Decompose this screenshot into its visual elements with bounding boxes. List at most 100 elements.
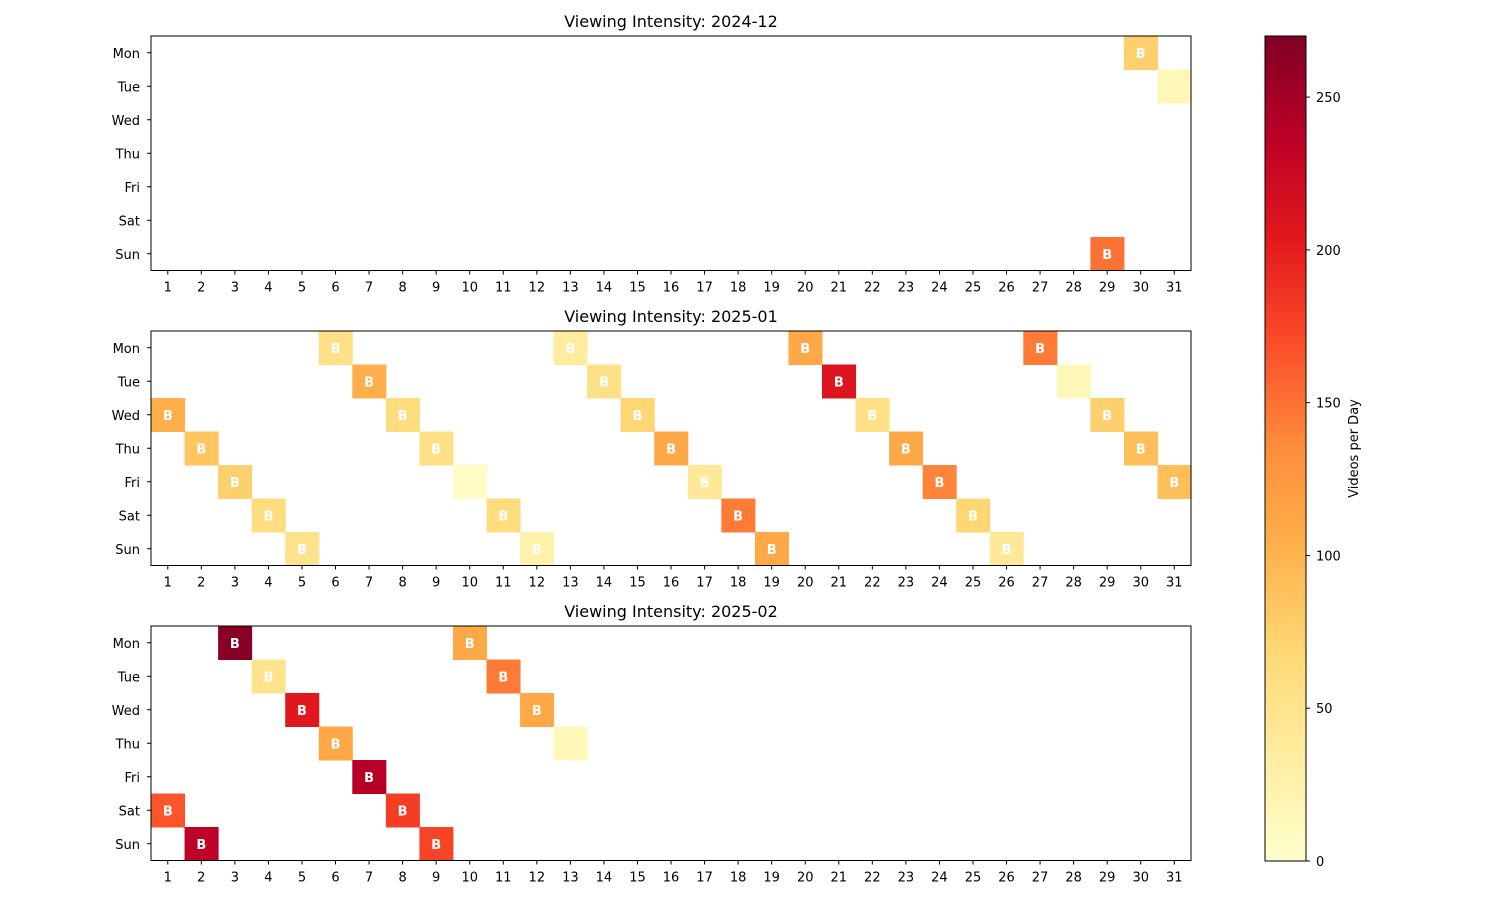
x-tick-label: 12 [529,871,546,886]
colorbar-tick-label: 100 [1316,549,1341,564]
x-tick-label: 18 [730,576,747,591]
heatmap-cell [754,532,789,566]
x-tick-label: 3 [231,871,239,886]
axis-frame [150,35,1192,271]
heatmap-cell [318,331,353,365]
cell-marker-label: B [767,543,777,558]
x-tick-label: 29 [1099,576,1116,591]
x-tick-label: 4 [264,281,272,296]
cell-marker-label: B [1136,442,1146,457]
heatmap-cell [553,331,588,365]
cell-marker-label: B [263,509,273,524]
y-tick-label: Tue [117,80,140,95]
x-tick-label: 5 [298,576,306,591]
x-tick-label: 14 [596,281,613,296]
heatmap-cell [251,659,286,694]
colorbar-tick-label: 250 [1316,91,1341,106]
x-tick-label: 11 [495,576,512,591]
x-tick-label: 6 [331,871,339,886]
x-tick-label: 23 [898,576,915,591]
colorbar-tick-label: 150 [1316,397,1341,412]
x-tick-label: 20 [797,281,814,296]
heatmap-cell [452,465,487,499]
heatmap-cell [889,431,924,466]
heatmap-cell [285,693,320,727]
y-tick-label: Fri [125,476,141,491]
heatmap-cell [1090,237,1125,271]
x-tick-label: 2 [197,576,205,591]
heatmap-cell [922,465,957,499]
heatmap-cell [385,793,420,828]
colorbar-ticks: 0 50 100 150 200 250 [1306,91,1341,870]
x-tick-label: 27 [1032,871,1049,886]
heatmap-cell [1123,36,1158,70]
x-tick-label: 4 [264,871,272,886]
heatmap-cell [184,431,219,466]
x-tick-label: 20 [797,576,814,591]
x-tick-label: 13 [562,281,579,296]
x-tick-label: 27 [1032,576,1049,591]
x-tick-label: 31 [1166,871,1183,886]
x-tick-label: 19 [763,871,780,886]
cell-marker-label: B [431,442,441,457]
axis-frame [150,625,1192,861]
heatmap-panel: Viewing Intensity: 2024-12 B B Mon Tue Wed Thu… [112,12,1192,296]
y-tick-label: Wed [112,704,140,719]
heatmap-cell [218,465,253,499]
heatmap-cell [822,364,857,399]
colorbar-label: Videos per Day [1347,399,1362,498]
y-tick-label: Sat [119,804,140,819]
colorbar-gradient [1264,35,1307,862]
x-tick-label: 15 [629,576,646,591]
cell-marker-label: B [901,442,911,457]
heatmap-cell [654,431,689,466]
x-tick-label: 28 [1065,281,1082,296]
cell-marker-label: B [1102,248,1112,263]
x-tick-label: 22 [864,576,881,591]
heatmap-cell [1157,69,1192,104]
cell-marker-label: B [1035,342,1045,357]
x-tick-label: 2 [197,871,205,886]
y-tick-label: Thu [115,442,140,457]
x-tick-label: 13 [562,871,579,886]
heatmap-cell [956,498,991,533]
x-tick-label: 2 [197,281,205,296]
cell-marker-label: B [1102,409,1112,424]
x-tick-label: 28 [1065,871,1082,886]
heatmap-cell [1090,398,1125,432]
cell-marker-label: B [163,409,173,424]
cell-marker-label: B [163,804,173,819]
cell-marker-label: B [498,509,508,524]
x-tick-label: 6 [331,576,339,591]
heatmap-panel: Viewing Intensity: 2025-02 B B B B B B B B B B B B Mo… [112,602,1192,886]
cell-marker-label: B [230,476,240,491]
cell-marker-label: B [297,704,307,719]
x-tick-label: 3 [231,281,239,296]
heatmap-cell [788,331,823,365]
cell-marker-label: B [733,509,743,524]
x-tick-label: 13 [562,576,579,591]
x-tick-label: 5 [298,871,306,886]
x-tick-label: 17 [696,281,713,296]
cell-marker-label: B [700,476,710,491]
cell-marker-label: B [465,637,475,652]
y-tick-label: Sun [115,838,140,853]
x-tick-label: 7 [365,871,373,886]
x-tick-label: 22 [864,871,881,886]
panel-title: Viewing Intensity: 2025-01 [564,307,778,326]
x-tick-label: 25 [965,576,982,591]
heatmap-cell [318,726,353,761]
y-tick-label: Fri [125,771,141,786]
y-tick-label: Sat [119,509,140,524]
x-tick-label: 18 [730,871,747,886]
heatmap-cell [1023,331,1058,365]
cell-marker-label: B [364,771,374,786]
x-tick-label: 19 [763,576,780,591]
x-tick-label: 25 [965,281,982,296]
cell-marker-label: B [498,670,508,685]
x-tick-label: 26 [998,281,1015,296]
y-tick-label: Thu [115,737,140,752]
y-tick-label: Thu [115,147,140,162]
cell-marker-label: B [1169,476,1179,491]
x-tick-label: 25 [965,871,982,886]
